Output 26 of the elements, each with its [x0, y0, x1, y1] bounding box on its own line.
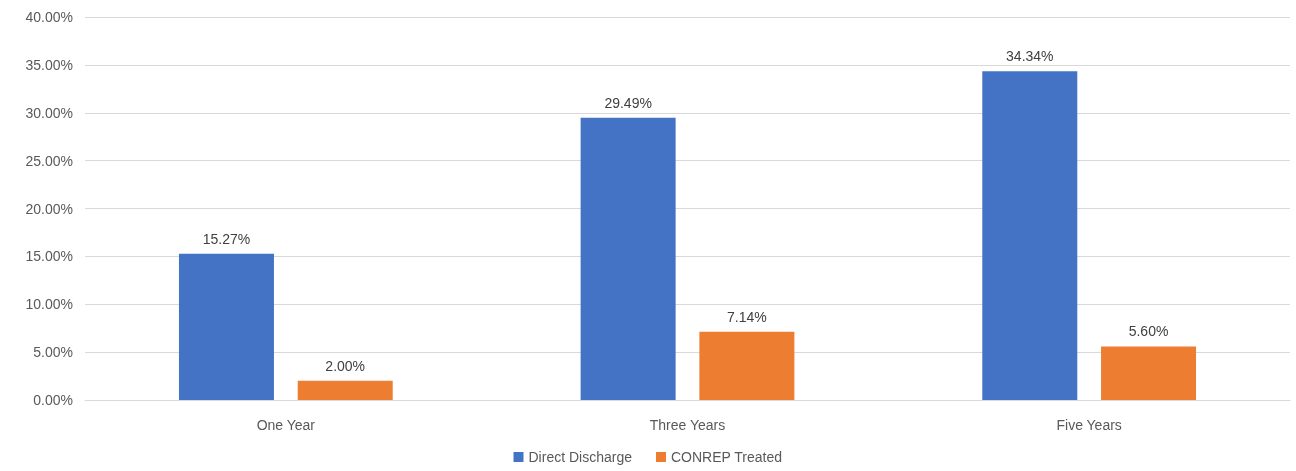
bar: [297, 380, 393, 400]
x-tick-label: One Year: [256, 417, 316, 433]
data-label: 15.27%: [202, 230, 251, 247]
x-tick-label: Three Years: [649, 417, 726, 433]
data-label: 5.60%: [1128, 323, 1169, 340]
x-tick-label: Five Years: [1056, 417, 1122, 433]
y-tick-label: 30.00%: [25, 104, 73, 121]
y-tick-label: 0.00%: [33, 392, 73, 408]
data-label: 29.49%: [604, 94, 652, 111]
data-label: 34.34%: [1006, 48, 1054, 65]
y-tick-label: 20.00%: [25, 200, 73, 217]
y-tick-label: 10.00%: [25, 296, 73, 313]
data-label: 2.00%: [325, 357, 366, 374]
bar: [699, 331, 795, 400]
y-tick-label: 40.00%: [25, 9, 73, 25]
bar: [1101, 346, 1197, 400]
data-label: 7.14%: [727, 308, 767, 325]
y-tick-label: 25.00%: [25, 152, 73, 169]
legend-label: Direct Discharge: [528, 449, 633, 465]
bar: [982, 71, 1078, 400]
y-tick-label: 35.00%: [25, 56, 73, 73]
bar: [178, 253, 274, 400]
bar: [580, 117, 676, 400]
legend-label: CONREP Treated: [670, 449, 782, 465]
y-tick-label: 5.00%: [33, 344, 73, 361]
y-tick-label: 15.00%: [25, 248, 73, 265]
